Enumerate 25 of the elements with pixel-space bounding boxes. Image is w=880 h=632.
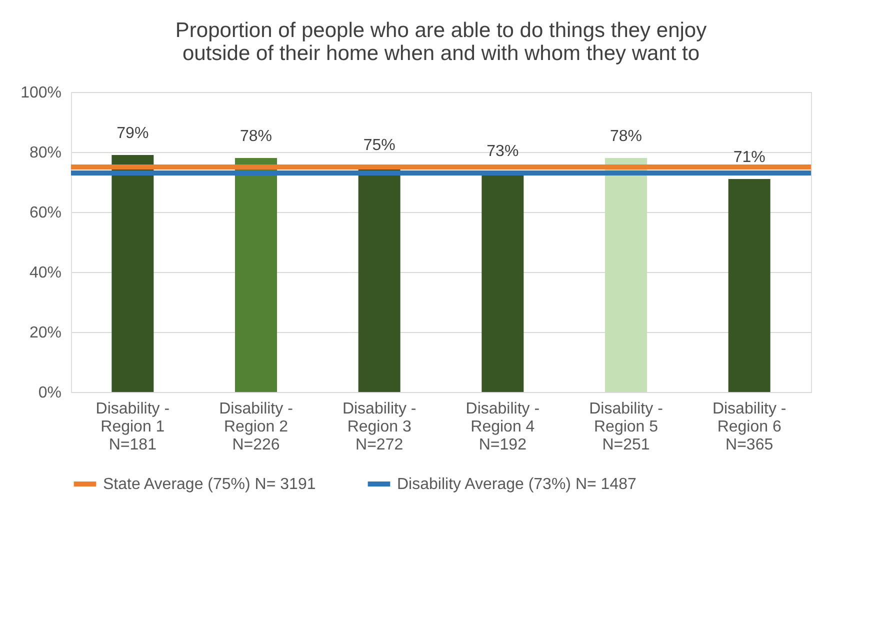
x-tick-label: Disability - Region 2 N=226 — [219, 400, 293, 454]
bar — [728, 179, 770, 392]
bar — [112, 155, 154, 392]
data-label: 78% — [240, 128, 272, 145]
data-label: 79% — [116, 125, 149, 142]
bar — [235, 158, 277, 392]
chart-title: Proportion of people who are able to do things they enjoy outside of their home when and with whom they want to — [175, 19, 708, 65]
data-label: 73% — [486, 143, 519, 160]
data-label: 78% — [610, 128, 642, 145]
data-label: 75% — [363, 137, 396, 154]
bar — [605, 158, 647, 392]
y-tick-label: 60% — [29, 204, 62, 222]
y-tick-label: 0% — [38, 384, 62, 402]
x-tick-label: Disability - Region 4 N=192 — [466, 400, 540, 454]
data-label: 71% — [733, 149, 766, 166]
x-tick-label: Disability - Region 3 N=272 — [342, 400, 416, 454]
x-tick-label: Disability - Region 1 N=181 — [96, 400, 170, 454]
x-tick-label: Disability - Region 5 N=251 — [589, 400, 663, 454]
y-tick-label: 100% — [20, 84, 62, 102]
legend-label: Disability Average (73%) N= 1487 — [397, 476, 636, 493]
legend-label: State Average (75%) N= 3191 — [103, 476, 316, 493]
y-tick-label: 40% — [29, 264, 62, 282]
x-tick-label: Disability - Region 6 N=365 — [712, 400, 786, 454]
y-tick-label: 80% — [29, 144, 62, 162]
y-tick-label: 20% — [29, 324, 62, 342]
